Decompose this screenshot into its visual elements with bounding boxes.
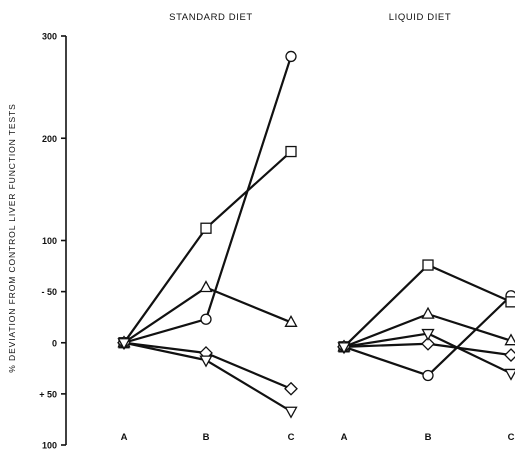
point-panel1-square-c: [285, 145, 297, 158]
y-tick-label-5: + 50: [39, 389, 57, 399]
point-panel1-square-b: [200, 222, 212, 234]
point-panel2-circle-b: [422, 369, 434, 382]
panel-2-lines: [343, 263, 512, 377]
point-panel2-triangle-up-c: [504, 333, 515, 346]
point-panel2-square-c: [505, 296, 515, 308]
y-ticks: 300 200 100 - 50 0 + 50 100: [39, 32, 66, 451]
y-axis-label: % DEVIATION FROM CONTROL LIVER FUNCTION …: [7, 103, 17, 372]
point-panel2-square-b: [422, 259, 434, 271]
point-panel2-triangle-up-b: [421, 306, 435, 319]
y-tick-label-4: 0: [52, 338, 57, 348]
point-panel1-triangle-up-c: [284, 314, 298, 327]
panel-titles: STANDARD DIET LIQUID DIET: [169, 12, 451, 23]
panel-title-standard-diet: STANDARD DIET: [169, 12, 253, 23]
point-panel1-triangle-down-b: [199, 355, 213, 368]
series-line-panel1-circle: [123, 56, 293, 344]
panel-1-markers: [117, 50, 298, 419]
panel-title-liquid-diet: LIQUID DIET: [389, 12, 452, 23]
point-panel2-triangle-down-a: [337, 342, 351, 355]
x-label-panel2-c: C: [508, 432, 515, 443]
point-panel2-triangle-down-c: [504, 368, 515, 381]
x-label-panel2-a: A: [341, 432, 348, 443]
plot-area: [117, 50, 515, 419]
point-panel1-triangle-up-b: [199, 280, 213, 293]
point-panel1-circle-c: [285, 50, 297, 63]
point-panel2-triangle-down-b: [421, 328, 435, 341]
x-label-panel1-b: B: [203, 432, 210, 443]
y-tick-label-2: 100: [42, 236, 57, 246]
point-panel1-circle-b: [200, 313, 212, 325]
y-tick-label-1: 200: [42, 134, 57, 144]
point-panel1-diamond-c: [284, 381, 298, 396]
point-panel1-triangle-down-a: [117, 338, 131, 351]
y-tick-label-0: 300: [42, 32, 57, 42]
y-tick-label-6: 100: [42, 441, 57, 451]
x-label-panel2-b: B: [425, 432, 432, 443]
point-panel2-diamond-b: [421, 336, 435, 351]
x-label-panel1-c: C: [288, 432, 295, 443]
x-label-panel1-a: A: [121, 432, 128, 443]
panel-2-markers: [337, 259, 515, 382]
point-panel2-diamond-c: [504, 348, 515, 362]
point-panel1-triangle-down-c: [284, 406, 298, 419]
y-tick-label-3: - 50: [41, 287, 57, 297]
